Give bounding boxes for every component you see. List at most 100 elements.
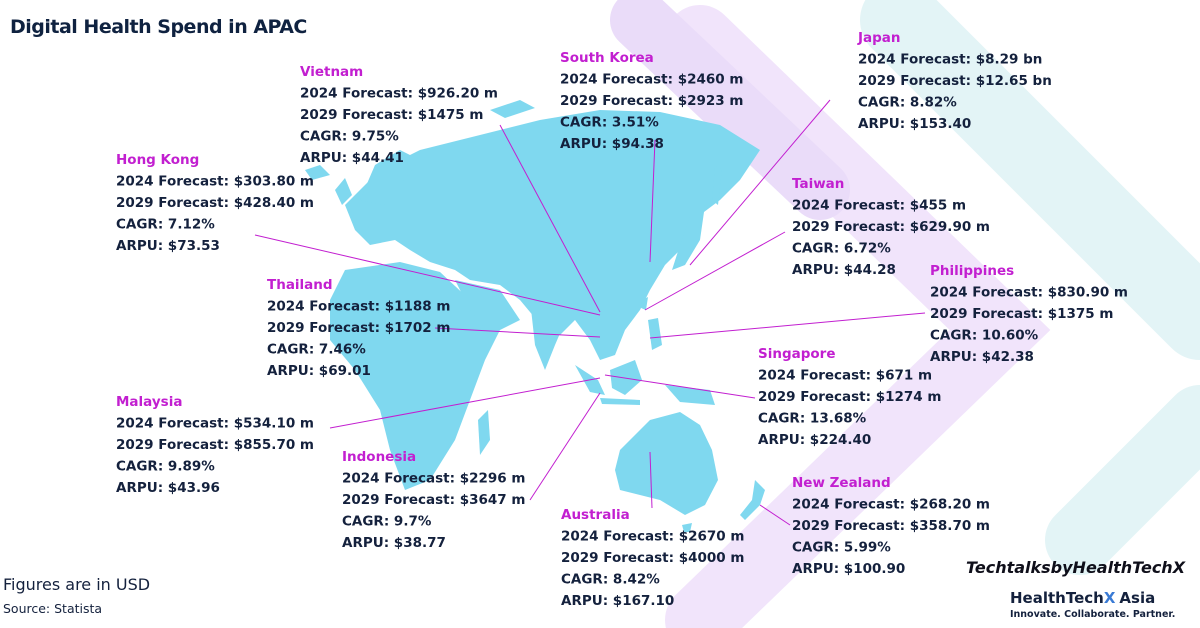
- country-stat: 2029 Forecast: $2923 m: [560, 93, 743, 109]
- country-stat: CAGR: 3.51%: [560, 115, 659, 131]
- country-label: Japan 2024 Forecast: $8.29 bn 2029 Forecas…: [857, 30, 1052, 132]
- country-stat: 2029 Forecast: $1702 m: [267, 320, 450, 336]
- new-zealand: [740, 480, 765, 520]
- country-stat: ARPU: $42.38: [930, 349, 1034, 365]
- alaska: [305, 165, 330, 180]
- madagascar: [478, 410, 490, 455]
- country-stat: ARPU: $224.40: [758, 432, 871, 448]
- country-labels: Vietnam 2024 Forecast: $926.20 m 2029 Fore…: [116, 30, 1128, 609]
- country-stat: 2024 Forecast: $830.90 m: [930, 285, 1128, 301]
- country-stat: CAGR: 7.46%: [267, 342, 366, 358]
- country-stat: 2024 Forecast: $303.80 m: [116, 174, 314, 190]
- country-stat: 2029 Forecast: $1274 m: [758, 389, 941, 405]
- country-stat: 2024 Forecast: $926.20 m: [300, 86, 498, 102]
- java: [600, 398, 640, 405]
- country-name: Philippines: [930, 263, 1014, 279]
- leader-lines: [254, 99, 926, 526]
- country-stat: CAGR: 8.42%: [561, 572, 660, 588]
- leader-line: [649, 139, 656, 263]
- country-name: Taiwan: [792, 176, 844, 192]
- country-stat: ARPU: $167.10: [561, 593, 674, 609]
- country-stat: ARPU: $69.01: [267, 363, 371, 379]
- country-stat: ARPU: $44.28: [792, 262, 896, 278]
- decor-stroke: [610, 0, 850, 220]
- background-decoration: [610, 0, 1200, 628]
- country-stat: 2029 Forecast: $3647 m: [342, 492, 525, 508]
- country-stat: CAGR: 13.68%: [758, 411, 867, 427]
- logo: HealthTechX Asia: [1010, 589, 1155, 607]
- country-stat: CAGR: 5.99%: [792, 540, 891, 556]
- leader-line: [529, 392, 601, 501]
- country-name: Singapore: [758, 346, 836, 362]
- country-stat: ARPU: $73.53: [116, 238, 220, 254]
- country-stat: 2029 Forecast: $1375 m: [930, 306, 1113, 322]
- country-label: Taiwan 2024 Forecast: $455 m 2029 Forecast…: [792, 176, 990, 278]
- country-stat: CAGR: 10.60%: [930, 328, 1039, 344]
- country-stat: CAGR: 9.75%: [300, 129, 399, 145]
- country-stat: 2029 Forecast: $12.65 bn: [858, 73, 1052, 89]
- country-name: New Zealand: [792, 475, 891, 491]
- leader-line: [649, 312, 926, 339]
- country-stat: CAGR: 9.7%: [342, 514, 432, 530]
- country-stat: 2024 Forecast: $455 m: [792, 198, 966, 214]
- country-label: Australia 2024 Forecast: $2670 m 2029 Fore…: [561, 507, 744, 609]
- country-name: Thailand: [267, 277, 333, 293]
- country-stat: 2024 Forecast: $8.29 bn: [858, 52, 1042, 68]
- arctic-island: [490, 100, 535, 118]
- country-stat: 2024 Forecast: $671 m: [758, 368, 932, 384]
- country-stat: ARPU: $94.38: [560, 136, 664, 152]
- logo-mark: X: [1104, 589, 1116, 607]
- borneo: [610, 360, 642, 395]
- country-stat: CAGR: 6.72%: [792, 241, 891, 257]
- leader-line: [434, 327, 601, 338]
- africa: [330, 262, 500, 490]
- country-stat: 2029 Forecast: $428.40 m: [116, 195, 314, 211]
- country-label: Philippines 2024 Forecast: $830.90 m 2029 …: [930, 263, 1128, 365]
- scandinavia: [360, 150, 420, 205]
- country-name: Vietnam: [300, 64, 363, 80]
- country-stat: 2029 Forecast: $629.90 m: [792, 219, 990, 235]
- decor-stroke: [860, 0, 1200, 360]
- country-label: New Zealand 2024 Forecast: $268.20 m 2029 …: [792, 475, 990, 577]
- country-stat: 2024 Forecast: $2296 m: [342, 471, 525, 487]
- country-label: Malaysia 2024 Forecast: $534.10 m 2029 For…: [116, 394, 314, 496]
- country-name: South Korea: [560, 50, 654, 66]
- units-note: Figures are in USD: [3, 575, 150, 594]
- country-label: Singapore 2024 Forecast: $671 m 2029 Forec…: [758, 346, 941, 448]
- taiwan: [641, 297, 648, 310]
- country-name: Indonesia: [342, 449, 416, 465]
- country-stat: 2024 Forecast: $2460 m: [560, 72, 743, 88]
- country-name: Japan: [857, 30, 901, 46]
- country-stat: ARPU: $44.41: [300, 150, 404, 166]
- country-stat: ARPU: $153.40: [858, 116, 971, 132]
- country-stat: 2029 Forecast: $358.70 m: [792, 518, 990, 534]
- country-name: Hong Kong: [116, 152, 199, 168]
- uk: [335, 178, 352, 205]
- leader-line: [644, 231, 786, 311]
- continents: [305, 100, 765, 532]
- logo-motto: Innovate. Collaborate. Partner.: [1010, 609, 1175, 620]
- hashtag: TechtalksbyHealthTechX: [966, 558, 1186, 577]
- country-stat: 2024 Forecast: $534.10 m: [116, 416, 314, 432]
- country-stat: CAGR: 9.89%: [116, 459, 215, 475]
- leader-line: [499, 124, 601, 313]
- country-name: Malaysia: [116, 394, 182, 410]
- leader-line: [689, 99, 831, 266]
- source: Source: Statista: [3, 601, 102, 616]
- country-stat: 2029 Forecast: $1475 m: [300, 107, 483, 123]
- country-stat: ARPU: $38.77: [342, 535, 446, 551]
- australia: [615, 412, 718, 515]
- country-label: Hong Kong 2024 Forecast: $303.80 m 2029 Fo…: [116, 152, 314, 254]
- country-label: Thailand 2024 Forecast: $1188 m 2029 Forec…: [267, 277, 450, 379]
- country-stat: CAGR: 7.12%: [116, 217, 215, 233]
- country-label: South Korea 2024 Forecast: $2460 m 2029 Fo…: [560, 50, 743, 152]
- tasmania: [682, 523, 692, 532]
- country-label: Vietnam 2024 Forecast: $926.20 m 2029 Fore…: [300, 64, 498, 166]
- country-stat: 2029 Forecast: $4000 m: [561, 550, 744, 566]
- logo-region: Asia: [1119, 589, 1155, 607]
- leader-line: [329, 377, 601, 429]
- japan: [672, 205, 705, 270]
- leader-line: [759, 504, 791, 526]
